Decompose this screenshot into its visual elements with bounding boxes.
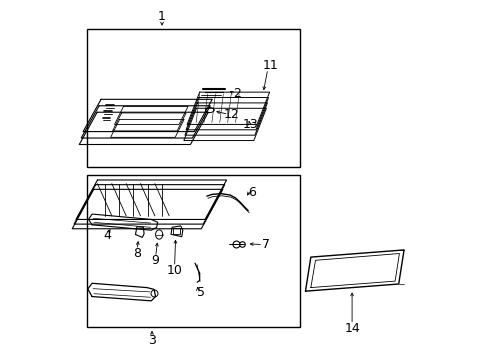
Text: 12: 12 (223, 108, 239, 121)
Text: 8: 8 (133, 247, 141, 260)
Text: 9: 9 (151, 254, 159, 267)
Bar (173, 228, 180, 234)
Bar (86, 175, 300, 327)
Text: 4: 4 (103, 229, 111, 242)
Text: 2: 2 (232, 87, 240, 100)
Text: 3: 3 (148, 334, 156, 347)
Text: 13: 13 (243, 118, 258, 131)
Text: 1: 1 (158, 10, 165, 23)
Text: 5: 5 (196, 287, 204, 300)
Text: 14: 14 (344, 321, 359, 334)
Text: 7: 7 (262, 238, 269, 251)
Text: 10: 10 (166, 264, 182, 277)
Text: 11: 11 (262, 59, 278, 72)
Bar (86, 30, 300, 167)
Text: 6: 6 (247, 186, 255, 199)
